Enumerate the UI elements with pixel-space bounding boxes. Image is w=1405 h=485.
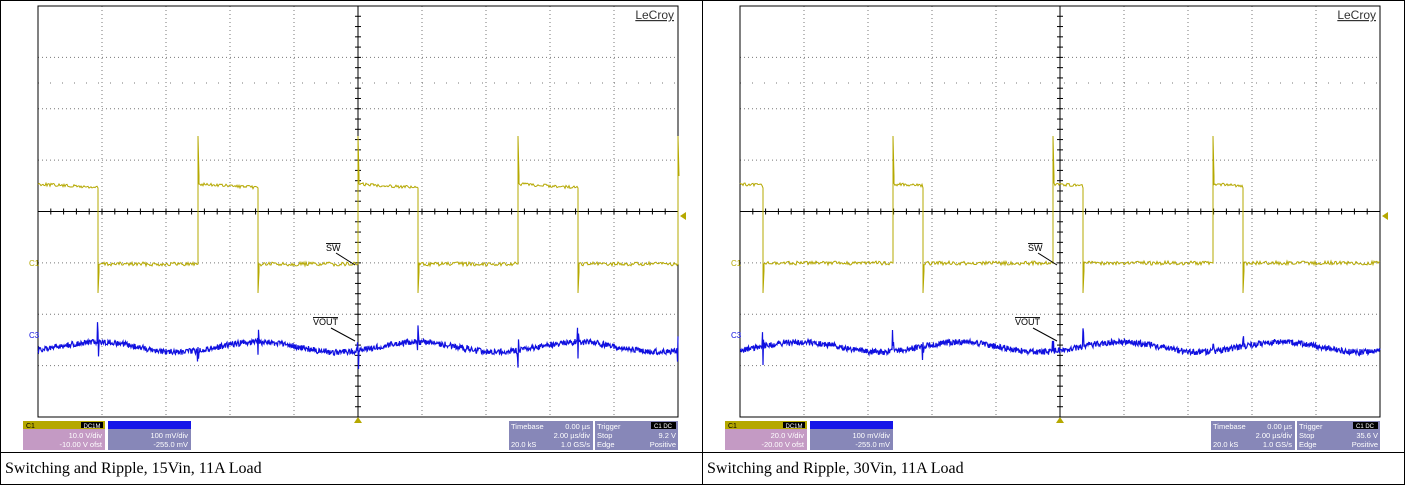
sw-label: SW	[326, 243, 341, 253]
info-text: 2.00 µs/div	[1256, 431, 1293, 440]
trigger-marker	[354, 417, 362, 423]
info-text: 9.2 V	[658, 431, 676, 440]
scale: 100 mV/div	[150, 431, 188, 440]
info-text: 20.0 kS	[511, 440, 536, 449]
info-text: 35.6 V	[1356, 431, 1378, 440]
box-head	[810, 421, 893, 429]
info-text: 0.00 µs	[565, 422, 590, 431]
sw-label: SW	[1028, 243, 1043, 253]
brand: LeCroy	[635, 8, 674, 22]
coupling: DC1M	[83, 424, 100, 430]
info-text: 2.00 µs/div	[554, 431, 591, 440]
trigger-marker	[1056, 417, 1064, 423]
trace-label: C3	[731, 331, 742, 340]
offset: -255.0 mV	[855, 440, 890, 449]
vout-label: VOUT	[1015, 317, 1041, 327]
info-text: 1.0 GS/s	[1263, 440, 1292, 449]
page: LeCroyC1C3SWVOUTC1DC1M10.0 V/div-10.00 V…	[0, 0, 1405, 485]
info-text: 0.00 µs	[1267, 422, 1292, 431]
trigger-level	[680, 212, 686, 220]
trace-label: C1	[29, 259, 40, 268]
offset: -10.00 V ofst	[59, 440, 102, 449]
coupling: DC1M	[785, 424, 802, 430]
info-text: Edge	[1299, 440, 1317, 449]
info-text: 1.0 GS/s	[561, 440, 590, 449]
info-text: Timebase	[511, 422, 544, 431]
info-text: Trigger	[1299, 422, 1323, 431]
info-text: Positive	[650, 440, 676, 449]
caption: Switching and Ripple, 15Vin, 11A Load	[1, 452, 702, 484]
offset: -20.00 V ofst	[761, 440, 804, 449]
info-text: Trigger	[597, 422, 621, 431]
ch-name: C1	[728, 423, 737, 430]
pointer	[1033, 328, 1057, 341]
trace-label: C3	[29, 331, 40, 340]
info-text: Stop	[597, 431, 612, 440]
info-text: Timebase	[1213, 422, 1246, 431]
scale: 10.0 V/div	[69, 431, 103, 440]
ch-name: C1	[26, 423, 35, 430]
brand: LeCroy	[1337, 8, 1376, 22]
offset: -255.0 mV	[153, 440, 188, 449]
scale: 20.0 V/div	[771, 431, 805, 440]
scale: 100 mV/div	[852, 431, 890, 440]
vout-label: VOUT	[313, 317, 339, 327]
trigger-level	[1382, 212, 1388, 220]
info-text: Edge	[597, 440, 615, 449]
box-head	[108, 421, 191, 429]
trigger-source: C1 DC	[1356, 424, 1375, 430]
pointer	[331, 328, 355, 341]
info-text: Stop	[1299, 431, 1314, 440]
info-text: Positive	[1352, 440, 1378, 449]
info-text: 20.0 kS	[1213, 440, 1238, 449]
caption: Switching and Ripple, 30Vin, 11A Load	[703, 452, 1404, 484]
trigger-source: C1 DC	[654, 424, 673, 430]
trace-label: C1	[731, 259, 742, 268]
